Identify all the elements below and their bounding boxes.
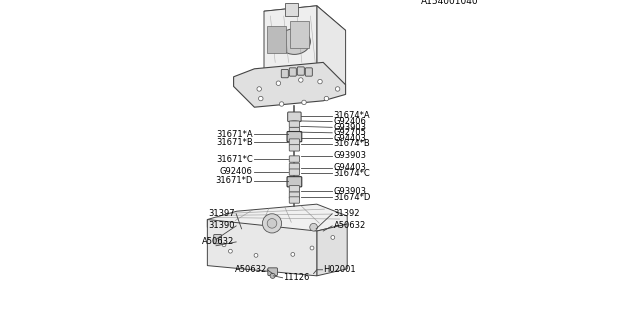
FancyBboxPatch shape [287,132,302,142]
Polygon shape [317,6,346,85]
Text: G93903: G93903 [334,123,367,132]
FancyBboxPatch shape [289,145,300,151]
Circle shape [270,273,275,278]
Text: A50632: A50632 [202,237,235,246]
Text: 31392: 31392 [334,209,360,218]
Circle shape [302,100,307,105]
Circle shape [262,214,282,233]
Circle shape [291,252,294,256]
Text: 31674*A: 31674*A [334,111,371,120]
Polygon shape [317,224,347,276]
FancyBboxPatch shape [287,177,302,187]
FancyBboxPatch shape [288,112,301,122]
FancyBboxPatch shape [289,121,300,127]
FancyBboxPatch shape [289,68,296,76]
Polygon shape [285,3,298,16]
Text: G94403: G94403 [334,163,367,172]
Text: 31671*B: 31671*B [216,138,253,147]
FancyBboxPatch shape [214,235,221,244]
Text: A50632: A50632 [334,221,366,230]
Circle shape [317,79,323,84]
Text: 31674*C: 31674*C [334,169,371,178]
Circle shape [310,246,314,250]
Circle shape [222,243,226,247]
FancyBboxPatch shape [305,68,312,76]
Text: 31397: 31397 [208,209,235,218]
Text: 31674*B: 31674*B [334,140,371,148]
Circle shape [257,87,262,91]
Text: A154001040: A154001040 [420,0,479,6]
Text: 31674*D: 31674*D [334,193,371,202]
Text: G93903: G93903 [334,151,367,160]
Circle shape [276,81,280,85]
Ellipse shape [278,29,310,54]
FancyBboxPatch shape [289,197,300,203]
Circle shape [228,249,232,253]
Text: G92406: G92406 [334,117,367,126]
Circle shape [331,236,335,239]
Polygon shape [264,6,317,72]
Circle shape [335,87,340,91]
FancyBboxPatch shape [289,169,300,175]
Polygon shape [207,220,317,276]
FancyBboxPatch shape [268,268,278,276]
FancyBboxPatch shape [282,69,288,78]
FancyBboxPatch shape [289,156,300,162]
Text: G94403: G94403 [334,134,367,143]
Circle shape [310,223,317,231]
FancyBboxPatch shape [289,192,300,198]
Text: G92705: G92705 [334,128,367,137]
Text: 31390: 31390 [208,221,235,230]
Circle shape [324,96,329,101]
Text: 31671*D: 31671*D [216,176,253,185]
FancyBboxPatch shape [289,139,300,145]
Circle shape [259,96,263,101]
Circle shape [280,102,284,106]
Circle shape [298,78,303,82]
FancyBboxPatch shape [297,67,305,75]
Text: G92406: G92406 [220,167,253,176]
Text: H02001: H02001 [323,265,356,274]
Text: A50632: A50632 [235,265,267,274]
Polygon shape [264,6,346,35]
Bar [290,21,309,48]
Text: 31671*A: 31671*A [216,130,253,139]
Text: 11126: 11126 [283,273,310,282]
FancyBboxPatch shape [289,186,300,192]
Text: G93903: G93903 [334,187,367,196]
Circle shape [254,253,258,257]
FancyBboxPatch shape [289,127,300,134]
FancyBboxPatch shape [289,163,300,170]
Polygon shape [207,204,347,237]
Polygon shape [234,62,346,107]
Bar [268,26,287,53]
Text: 31671*C: 31671*C [216,155,253,164]
Circle shape [268,219,277,228]
